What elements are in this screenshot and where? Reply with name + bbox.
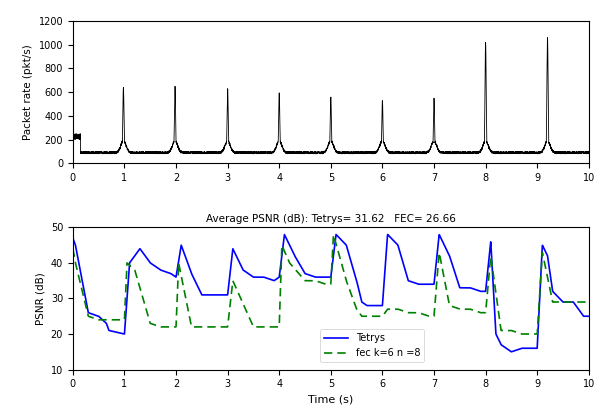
Tetrys <box>585 314 592 319</box>
Y-axis label: Packet rate (pkt/s): Packet rate (pkt/s) <box>23 44 33 140</box>
Title: Average PSNR (dB): Tetrys= 31.62   FEC= 26.66: Average PSNR (dB): Tetrys= 31.62 FEC= 26… <box>206 214 456 224</box>
fec k=6 n =8 <box>585 299 592 304</box>
fec k=6 n =8 <box>518 331 526 336</box>
Line: fec k=6 n =8: fec k=6 n =8 <box>73 235 589 334</box>
Tetrys <box>507 349 515 354</box>
fec k=6 n =8 <box>69 246 76 251</box>
fec k=6 n =8 <box>267 324 274 329</box>
Tetrys <box>520 346 527 351</box>
Tetrys <box>267 277 274 282</box>
fec k=6 n =8 <box>575 299 583 304</box>
X-axis label: Time (s): Time (s) <box>308 395 353 405</box>
fec k=6 n =8 <box>520 331 527 336</box>
Legend: Tetrys, fec k=6 n =8: Tetrys, fec k=6 n =8 <box>320 329 424 362</box>
Y-axis label: PSNR (dB): PSNR (dB) <box>35 272 45 325</box>
fec k=6 n =8 <box>290 265 297 270</box>
Tetrys <box>575 307 583 312</box>
Tetrys <box>333 232 340 237</box>
Tetrys <box>158 268 166 273</box>
Tetrys <box>69 236 76 241</box>
fec k=6 n =8 <box>128 265 135 270</box>
Tetrys <box>128 257 135 262</box>
fec k=6 n =8 <box>158 324 166 329</box>
Line: Tetrys: Tetrys <box>73 234 589 352</box>
Tetrys <box>290 250 297 255</box>
fec k=6 n =8 <box>330 232 337 237</box>
